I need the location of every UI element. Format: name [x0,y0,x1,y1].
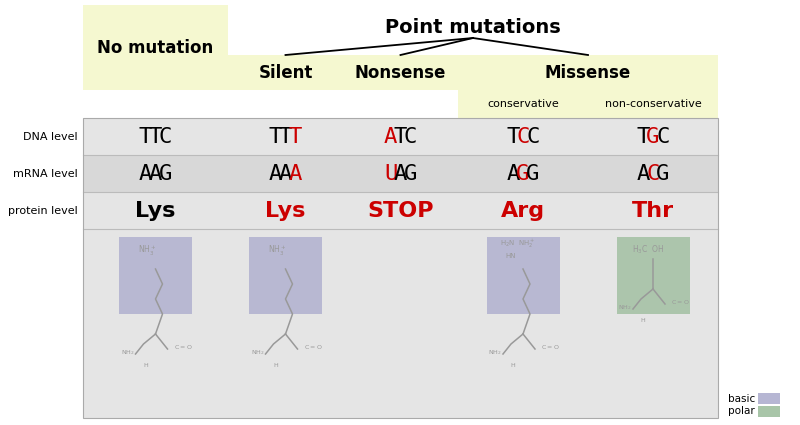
Bar [119,237,192,314]
Text: C: C [158,127,172,147]
Text: Point mutations: Point mutations [385,17,561,37]
Text: A: A [506,164,520,184]
Text: T: T [394,127,407,147]
Text: NH$_3^+$: NH$_3^+$ [138,244,157,258]
Text: Arg: Arg [501,201,545,221]
Text: C: C [656,127,670,147]
Bar [228,55,718,90]
Bar [486,237,559,314]
Text: $\rm NH_2$: $\rm NH_2$ [121,348,134,357]
Text: $\rm C{=}O$: $\rm C{=}O$ [303,343,322,351]
Text: H$_3$C  OH: H$_3$C OH [632,243,664,255]
Bar [458,90,718,118]
Text: U: U [384,164,398,184]
Text: No mutation: No mutation [98,39,214,57]
Text: $\rm C{=}O$: $\rm C{=}O$ [671,298,690,306]
Text: A: A [279,164,292,184]
Text: T: T [279,127,292,147]
Text: C: C [516,127,530,147]
Text: Lys: Lys [135,201,176,221]
Text: $\rm C{=}O$: $\rm C{=}O$ [174,343,192,351]
Bar [617,237,690,314]
Text: polar: polar [728,406,755,416]
Text: A: A [269,164,282,184]
Text: $\rm C{=}O$: $\rm C{=}O$ [541,343,560,351]
Text: STOP: STOP [367,201,434,221]
Text: A: A [394,164,407,184]
Bar [83,118,718,418]
Text: G: G [158,164,172,184]
Bar [83,155,718,192]
Text: G: G [646,127,660,147]
Bar [83,5,228,90]
Text: Missense: Missense [545,63,631,82]
Text: $\rm NH_2$: $\rm NH_2$ [618,303,632,312]
Text: A: A [149,164,162,184]
Text: G: G [526,164,540,184]
Text: non-conservative: non-conservative [605,99,702,109]
Bar [758,406,780,417]
Text: A: A [289,164,302,184]
Text: H: H [641,318,646,323]
Text: C: C [646,164,660,184]
Text: DNA level: DNA level [23,131,78,142]
Text: G: G [404,164,417,184]
Bar [758,393,780,404]
Text: T: T [289,127,302,147]
Text: A: A [636,164,650,184]
Text: A: A [384,127,398,147]
Text: T: T [636,127,650,147]
Text: $\rm NH_2$: $\rm NH_2$ [488,348,502,357]
Text: Lys: Lys [266,201,306,221]
Text: protein level: protein level [8,206,78,215]
Text: G: G [516,164,530,184]
Bar [83,192,718,229]
Text: C: C [526,127,540,147]
Text: H: H [273,363,278,368]
Text: C: C [404,127,417,147]
Text: HN: HN [506,253,516,259]
Text: conservative: conservative [487,99,559,109]
Text: H: H [143,363,148,368]
Text: G: G [656,164,670,184]
Text: Thr: Thr [632,201,674,221]
Text: $\rm NH_2$: $\rm NH_2$ [250,348,264,357]
Bar [249,237,322,314]
Text: T: T [506,127,520,147]
Text: T: T [149,127,162,147]
Text: H$_2$N  NH$_2^+$: H$_2$N NH$_2^+$ [500,238,536,250]
Text: H: H [510,363,515,368]
Text: mRNA level: mRNA level [14,168,78,178]
Text: A: A [139,164,152,184]
Text: Nonsense: Nonsense [355,63,446,82]
Text: basic: basic [728,394,755,403]
Text: Silent: Silent [258,63,313,82]
Text: NH$_3^+$: NH$_3^+$ [268,244,286,258]
Bar [83,118,718,155]
Bar [83,118,718,418]
Text: T: T [269,127,282,147]
Text: T: T [139,127,152,147]
